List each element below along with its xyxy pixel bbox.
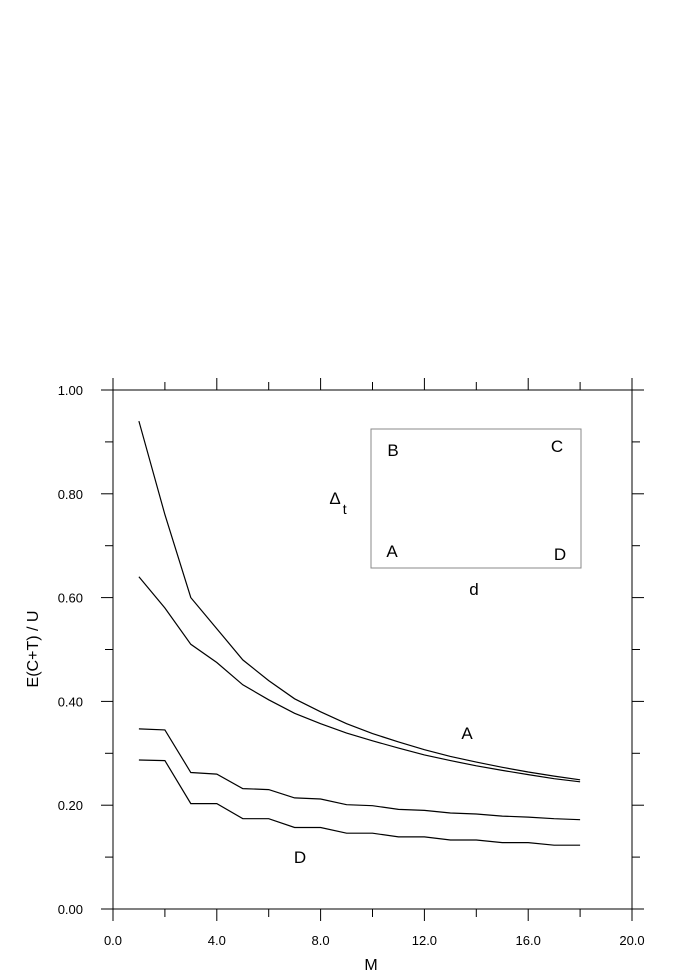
inset-label-bottom-left: A [386, 542, 398, 561]
y-tick-label: 0.00 [58, 902, 83, 917]
inset-side-label-bottom: d [469, 580, 478, 599]
y-tick-label: 0.60 [58, 591, 83, 606]
series-annotation-D: D [294, 848, 306, 867]
x-tick-labels: 0.0 4.0 8.0 12.0 16.0 20.0 [104, 933, 645, 948]
y-axis-label: E(C+T) / U [25, 611, 42, 688]
inset-rectangle [370, 428, 582, 569]
y-tick-label: 1.00 [58, 383, 83, 398]
x-tick-label: 0.0 [104, 933, 122, 948]
inset-label-top-right: C [551, 437, 563, 456]
series-line-2 [138, 576, 581, 783]
plot-frame [112, 389, 633, 910]
y-tick-labels: 0.00 0.20 0.40 0.60 0.80 1.00 [58, 383, 83, 917]
y-tick-label: 0.80 [58, 487, 83, 502]
inset-delta: Δ [329, 489, 340, 508]
x-tick-label: 12.0 [412, 933, 437, 948]
series-lines [138, 420, 581, 846]
inset-label-bottom-right: D [554, 545, 566, 564]
inset-side-label-left: Δt [329, 489, 346, 517]
x-tick-label: 16.0 [516, 933, 541, 948]
x-tick-label: 8.0 [312, 933, 330, 948]
axis-ticks [101, 378, 644, 921]
x-tick-label: 20.0 [619, 933, 644, 948]
inset-delta-subscript: t [343, 501, 347, 517]
y-tick-label: 0.40 [58, 694, 83, 709]
series-line-3 [138, 728, 581, 821]
series-annotation-A: A [461, 724, 473, 743]
x-tick-label: 4.0 [208, 933, 226, 948]
y-tick-label: 0.20 [58, 798, 83, 813]
inset-diagram: B C A D Δt d [329, 428, 582, 599]
series-line-4 [138, 759, 581, 846]
x-axis-label: M [364, 957, 377, 974]
series-line-1 [138, 420, 581, 781]
inset-label-top-left: B [387, 441, 398, 460]
